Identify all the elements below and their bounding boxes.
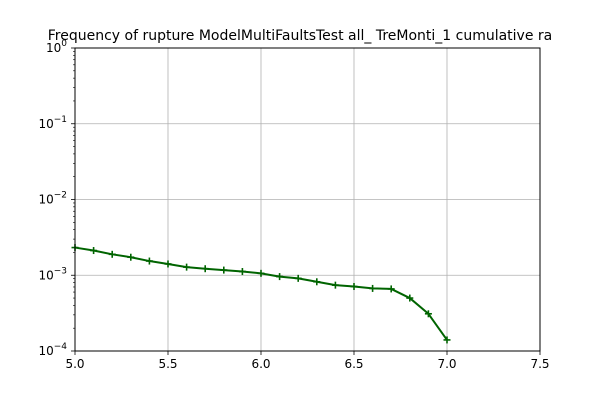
y-tick-label-base: 10 — [38, 268, 53, 282]
x-tick-label: 5.5 — [158, 357, 177, 371]
y-tick-label-exponent: −3 — [54, 266, 67, 276]
data-point — [406, 294, 414, 302]
x-tick-label: 7.5 — [530, 357, 549, 371]
data-point — [164, 260, 172, 268]
y-tick-label-base: 10 — [38, 193, 53, 207]
data-point — [443, 336, 451, 344]
y-tick-label-base: 10 — [46, 41, 61, 55]
data-point — [424, 310, 432, 318]
data-point — [350, 283, 358, 291]
y-tick-label: 10−1 — [38, 115, 67, 131]
data-point — [294, 274, 302, 282]
data-point — [313, 278, 321, 286]
x-tick-label: 6.5 — [344, 357, 363, 371]
y-tick-label: 10−3 — [38, 266, 67, 282]
data-point — [331, 281, 339, 289]
y-tick-label-exponent: −4 — [54, 342, 68, 352]
y-tick-label-exponent: −1 — [54, 115, 67, 125]
chart-title: Frequency of rupture ModelMultiFaultsTes… — [48, 28, 553, 44]
y-tick-label: 10−4 — [38, 342, 67, 358]
y-tick-label: 100 — [46, 39, 67, 55]
x-tick-label: 5.0 — [65, 357, 84, 371]
data-point — [369, 284, 377, 292]
data-point — [127, 253, 135, 261]
data-point — [183, 263, 191, 271]
y-tick-label: 10−2 — [38, 191, 67, 207]
data-point — [145, 257, 153, 265]
y-tick-label-base: 10 — [38, 344, 53, 358]
data-point — [201, 265, 209, 273]
data-point — [276, 273, 284, 281]
y-tick-label-exponent: −2 — [54, 191, 67, 201]
data-point — [220, 266, 228, 274]
y-tick-label-exponent: 0 — [61, 39, 67, 49]
x-tick-label: 6.0 — [251, 357, 270, 371]
data-point — [108, 250, 116, 258]
data-point — [257, 269, 265, 277]
x-tick-label: 7.0 — [437, 357, 456, 371]
data-point — [387, 285, 395, 293]
data-point — [90, 247, 98, 255]
y-tick-label-base: 10 — [38, 117, 53, 131]
data-point — [238, 268, 246, 276]
